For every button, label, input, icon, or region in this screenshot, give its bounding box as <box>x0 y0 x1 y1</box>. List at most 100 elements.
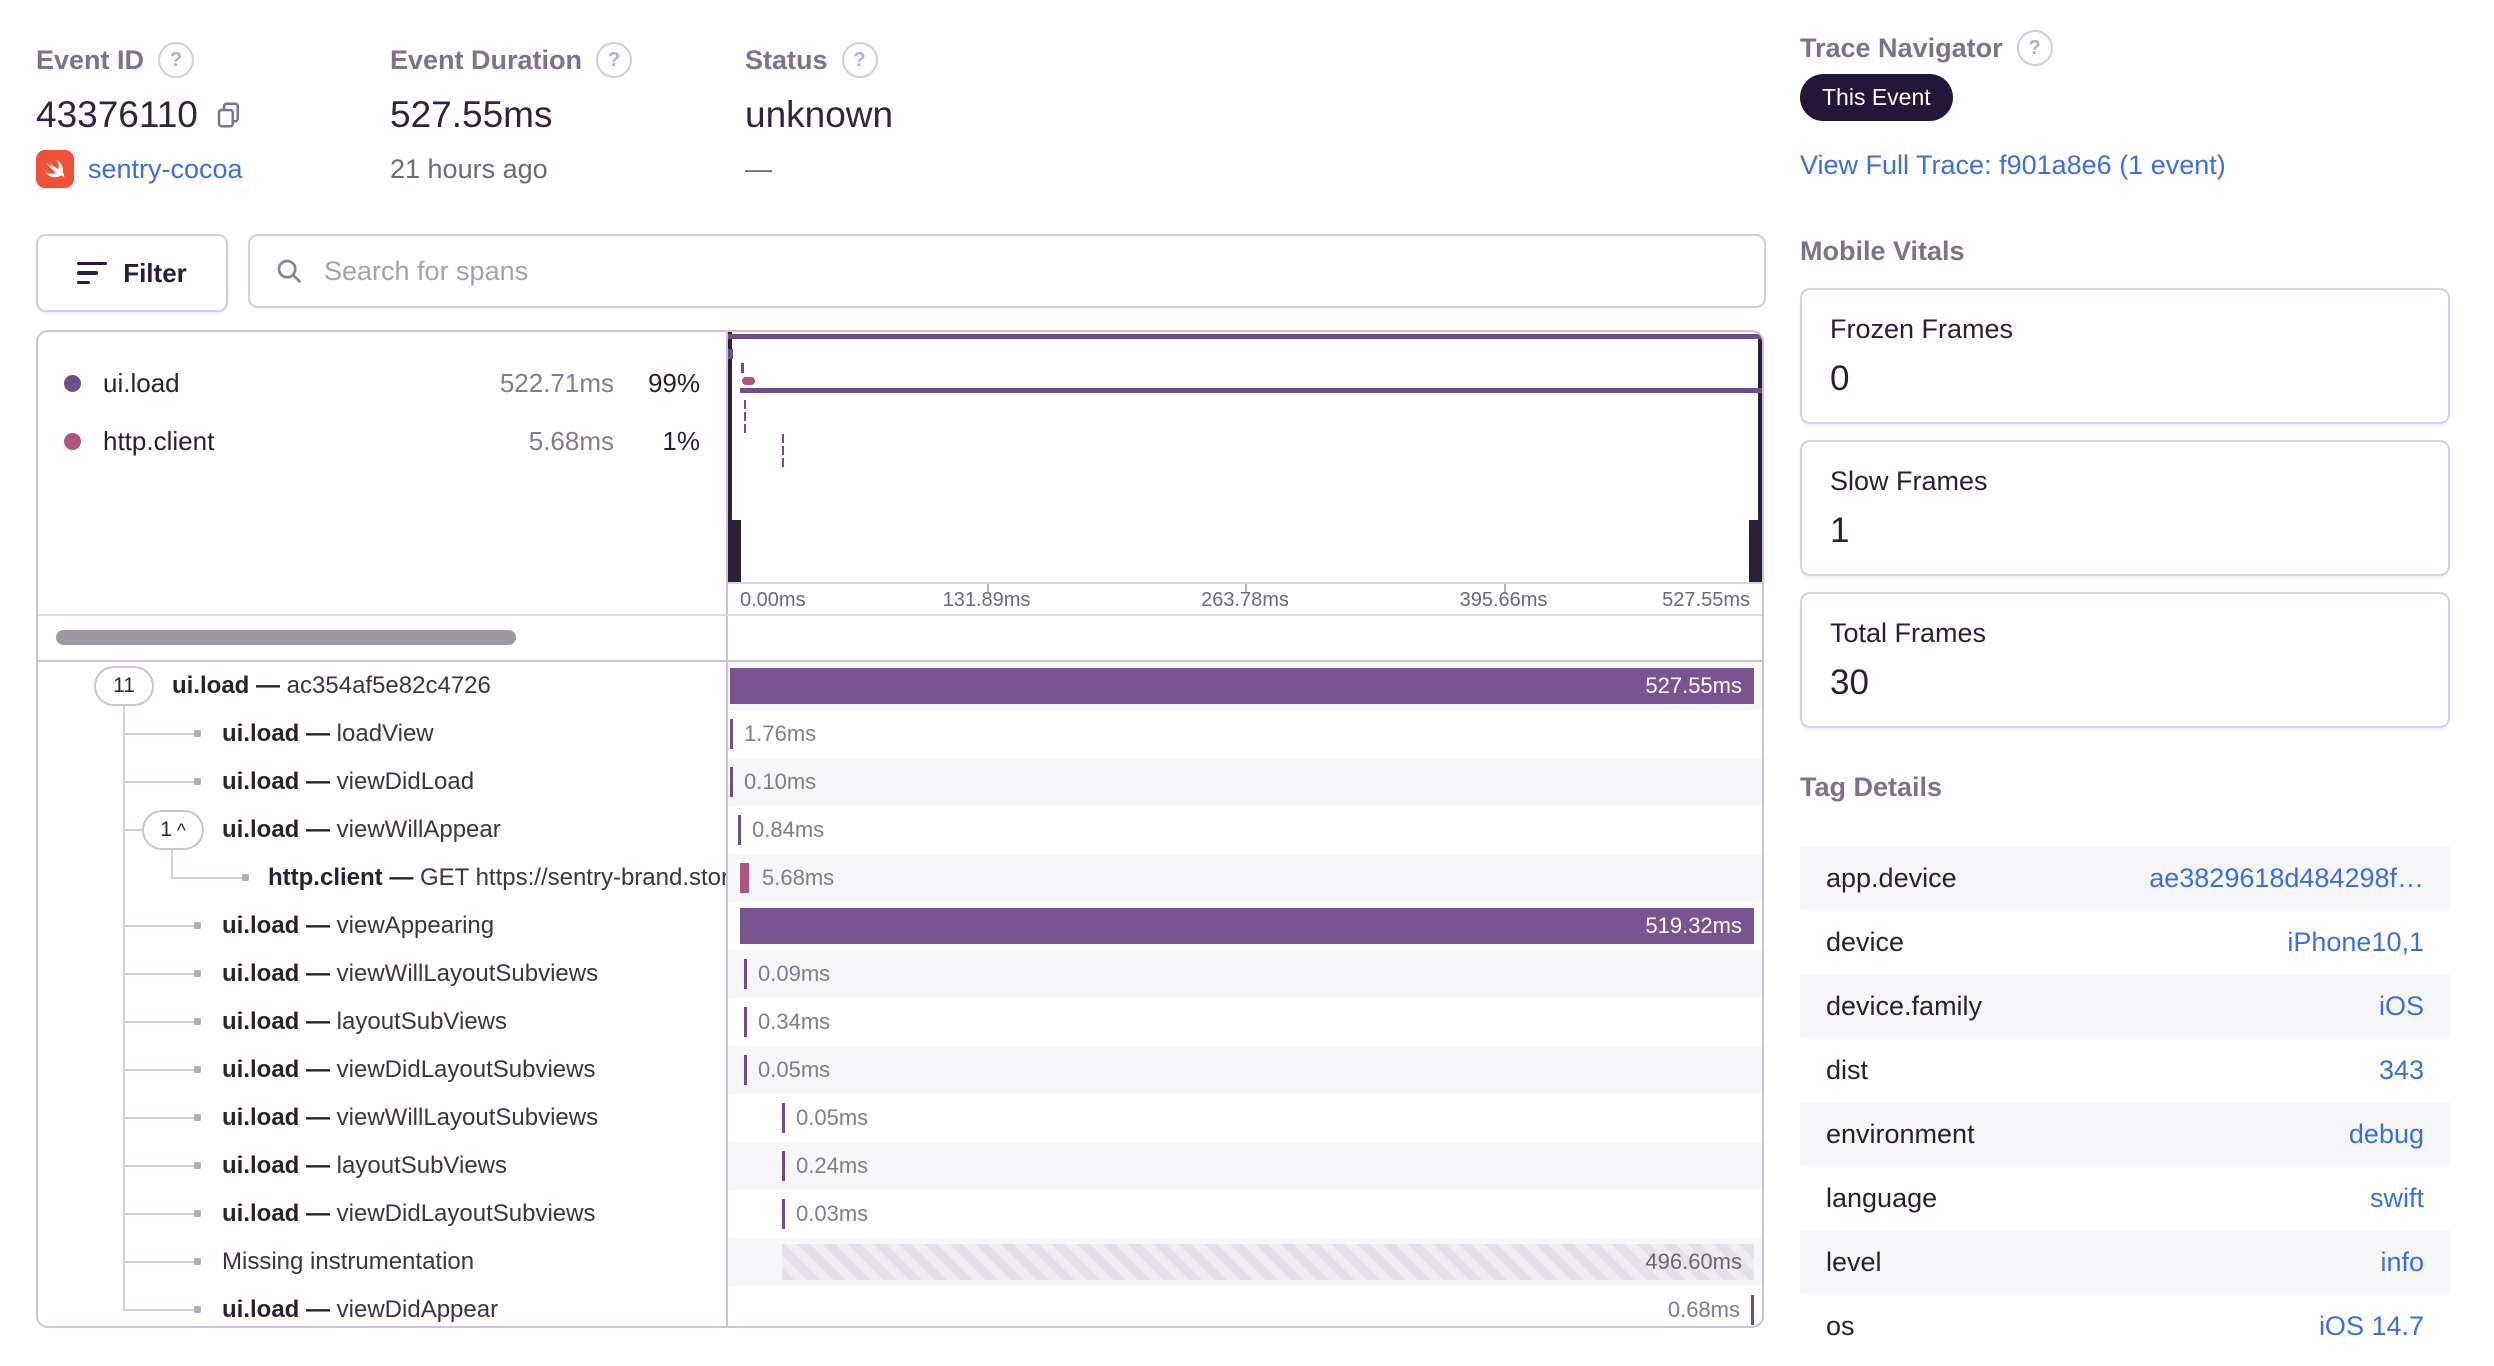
span-title[interactable]: Missing instrumentation <box>222 1248 475 1275</box>
span-title[interactable]: ui.load — layoutSubViews <box>222 1008 508 1035</box>
tag-value-link[interactable]: 343 <box>2378 1054 2424 1085</box>
tree-connector <box>123 1165 194 1167</box>
project-link[interactable]: sentry-cocoa <box>36 150 244 188</box>
span-bar-cell[interactable]: 527.55ms <box>728 662 1762 710</box>
span-duration-tick[interactable] <box>744 959 747 989</box>
search-input[interactable] <box>322 254 1740 288</box>
span-row[interactable]: 11 ui.load — ac354af5e82c4726 527.55ms <box>38 662 1762 710</box>
span-bar-cell[interactable]: 5.68ms <box>728 854 1762 902</box>
span-bar-cell[interactable]: 0.09ms <box>728 950 1762 998</box>
span-duration-tick[interactable] <box>782 1151 785 1181</box>
span-row[interactable]: ui.load — viewDidAppear 0.68ms <box>38 1286 1762 1326</box>
span-title[interactable]: ui.load — viewDidLayoutSubviews <box>222 1200 596 1227</box>
span-bar-cell[interactable]: 0.10ms <box>728 758 1762 806</box>
copy-icon[interactable] <box>214 100 244 130</box>
event-duration-ago: 21 hours ago <box>390 154 548 184</box>
span-row[interactable]: http.client — GET https://sentry-brand.s… <box>38 854 1762 902</box>
span-duration-tick[interactable] <box>782 1103 785 1133</box>
span-title[interactable]: http.client — GET https://sentry-brand.s… <box>268 864 728 891</box>
span-row[interactable]: ui.load — layoutSubViews 0.24ms <box>38 1142 1762 1190</box>
span-duration-tick[interactable] <box>740 863 749 893</box>
span-title[interactable]: ui.load — viewDidLoad <box>222 768 475 795</box>
span-title[interactable]: ui.load — viewDidLayoutSubviews <box>222 1056 596 1083</box>
span-row[interactable]: ui.load — viewDidLayoutSubviews 0.03ms <box>38 1190 1762 1238</box>
span-bar-cell[interactable]: 1.76ms <box>728 710 1762 758</box>
span-bar-cell[interactable]: 519.32ms <box>728 902 1762 950</box>
span-row[interactable]: ui.load — viewWillLayoutSubviews 0.09ms <box>38 950 1762 998</box>
vital-card-label: Frozen Frames <box>1830 314 2014 344</box>
span-bar-cell[interactable]: 0.68ms <box>728 1286 1762 1326</box>
trace-minimap[interactable]: 0.00ms 131.89ms 263.78ms 395.66ms 527.55ms <box>728 332 1762 614</box>
tag-value-link[interactable]: iOS 14.7 <box>2318 1310 2424 1341</box>
missing-instrumentation-bar[interactable]: 496.60ms <box>782 1244 1754 1280</box>
tag-value-link[interactable]: debug <box>2348 1118 2424 1149</box>
tag-value-link[interactable]: iOS <box>2378 990 2424 1021</box>
span-tree-cell: ui.load — viewDidLayoutSubviews <box>38 1046 728 1094</box>
tree-connector <box>123 1213 194 1215</box>
tag-details-table: app.device ae3829618d484298f… device iPhone… <box>1800 846 2450 1358</box>
span-title[interactable]: ui.load — viewAppearing <box>222 912 495 939</box>
axis-tick-label: 131.89ms <box>942 589 1031 611</box>
minimap-span-mark <box>782 446 784 455</box>
minimap-left-handle-grip[interactable] <box>728 520 741 582</box>
span-duration-tick[interactable] <box>744 1007 747 1037</box>
span-title[interactable]: ui.load — viewWillAppear <box>222 816 501 843</box>
span-bar-cell[interactable]: 0.05ms <box>728 1094 1762 1142</box>
event-id-label-text: Event ID <box>36 44 145 75</box>
span-row[interactable]: ui.load — viewWillLayoutSubviews 0.05ms <box>38 1094 1762 1142</box>
tree-connector-bullet <box>242 874 249 881</box>
span-title[interactable]: ui.load — loadView <box>222 720 434 747</box>
span-count-pill[interactable]: 1 ^ <box>142 810 204 850</box>
help-icon[interactable]: ? <box>596 42 633 78</box>
span-bar-cell[interactable]: 0.34ms <box>728 998 1762 1046</box>
span-title[interactable]: ui.load — layoutSubViews <box>222 1152 508 1179</box>
span-row[interactable]: ui.load — viewDidLayoutSubviews 0.05ms <box>38 1046 1762 1094</box>
span-duration-bar[interactable]: 527.55ms <box>730 668 1754 704</box>
span-bar-cell[interactable]: 0.05ms <box>728 1046 1762 1094</box>
span-title[interactable]: ui.load — viewWillLayoutSubviews <box>222 1104 599 1131</box>
span-count-pill[interactable]: 11 <box>94 666 154 706</box>
span-duration-tick[interactable] <box>730 719 733 749</box>
span-duration-tick[interactable] <box>744 1055 747 1085</box>
span-duration-tick[interactable] <box>1751 1295 1754 1325</box>
span-row[interactable]: Missing instrumentation 496.60ms <box>38 1238 1762 1286</box>
span-bar-cell[interactable]: 0.03ms <box>728 1190 1762 1238</box>
span-duration-label: 0.05ms <box>758 1057 831 1082</box>
span-bar-cell[interactable]: 0.84ms <box>728 806 1762 854</box>
legend-percent: 1% <box>662 425 700 456</box>
span-duration-tick[interactable] <box>782 1199 785 1229</box>
tag-value-link[interactable]: ae3829618d484298f… <box>2149 862 2424 893</box>
span-row[interactable]: ui.load — layoutSubViews 0.34ms <box>38 998 1762 1046</box>
tree-scrollbar-thumb[interactable] <box>56 630 516 645</box>
span-duration-label: 0.34ms <box>758 1009 831 1034</box>
view-full-trace-link[interactable]: View Full Trace: f901a8e6 (1 event) <box>1800 150 2226 180</box>
help-icon[interactable]: ? <box>2016 30 2053 66</box>
tree-connector <box>123 1021 194 1023</box>
minimap-left-handle[interactable] <box>728 332 732 582</box>
tag-value-link[interactable]: swift <box>2370 1182 2424 1213</box>
tree-scrollbar-track[interactable] <box>38 616 728 660</box>
help-icon[interactable]: ? <box>158 42 195 78</box>
span-bar-cell[interactable]: 496.60ms <box>728 1238 1762 1286</box>
minimap-span-mark <box>782 458 784 467</box>
tag-value-link[interactable]: iPhone10,1 <box>2287 926 2424 957</box>
span-bar-cell[interactable]: 0.24ms <box>728 1142 1762 1190</box>
span-title[interactable]: ui.load — viewWillLayoutSubviews <box>222 960 599 987</box>
span-row[interactable]: ui.load — viewDidLoad 0.10ms <box>38 758 1762 806</box>
minimap-right-handle-grip[interactable] <box>1749 520 1762 582</box>
minimap-spans[interactable] <box>728 332 1762 582</box>
tag-value-link[interactable]: info <box>2380 1246 2424 1277</box>
span-tree-cell: ui.load — layoutSubViews <box>38 998 728 1046</box>
help-icon[interactable]: ? <box>841 42 878 78</box>
span-row[interactable]: 1 ^ ui.load — viewWillAppear 0.84ms <box>38 806 1762 854</box>
minimap-right-handle[interactable] <box>1758 332 1762 582</box>
span-duration-bar[interactable]: 519.32ms <box>740 908 1754 944</box>
span-title[interactable]: ui.load — ac354af5e82c4726 <box>172 672 491 699</box>
span-row[interactable]: ui.load — loadView 1.76ms <box>38 710 1762 758</box>
span-title[interactable]: ui.load — viewDidAppear <box>222 1296 499 1323</box>
span-duration-tick[interactable] <box>738 815 741 845</box>
filter-button[interactable]: Filter <box>36 234 228 312</box>
span-row[interactable]: ui.load — viewAppearing 519.32ms <box>38 902 1762 950</box>
span-duration-tick[interactable] <box>730 767 733 797</box>
tag-key: device.family <box>1826 990 1983 1021</box>
